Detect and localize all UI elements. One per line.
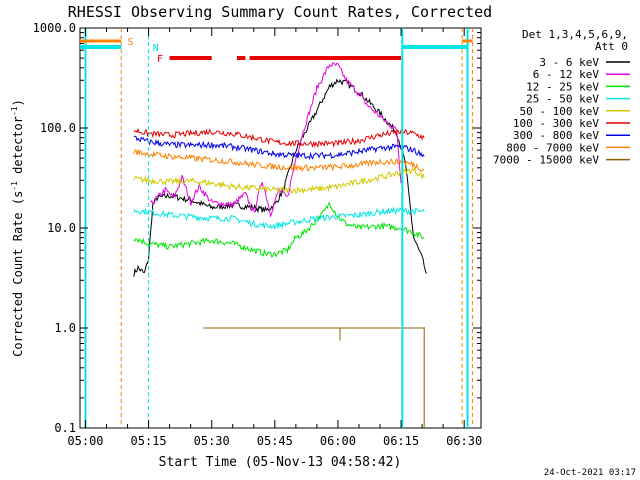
plot-frame xyxy=(79,27,482,429)
y-axis-ticks: 0.1 1.0 10.0 100.0 1000.0 xyxy=(33,21,481,435)
legend-entry-label: 3 - 6 keV xyxy=(539,56,599,69)
legend-entry-label: 100 - 300 keV xyxy=(513,117,599,130)
series-line-2 xyxy=(150,62,402,218)
legend-entry-label: 300 - 800 keV xyxy=(513,129,599,142)
series-line-6 xyxy=(133,127,425,149)
y-axis-label: Corrected Count Rate (s-1 detector-1) xyxy=(10,99,25,357)
footer-date: 24-Oct-2021 03:17 xyxy=(544,468,636,478)
y-tick-label: 100.0 xyxy=(40,121,76,135)
series-line-4 xyxy=(133,206,425,231)
legend-entry-label: 25 - 50 keV xyxy=(526,93,599,106)
series-line-5 xyxy=(133,166,425,195)
y-axis-label-group: Corrected Count Rate (s-1 detector-1) xyxy=(10,99,25,357)
legend-entry-label: 50 - 100 keV xyxy=(520,105,600,118)
y-tick-label: 0.1 xyxy=(54,421,76,435)
x-tick-label: 05:00 xyxy=(67,434,103,448)
series-layer xyxy=(133,62,427,428)
legend-header-1: Det 1,3,4,5,6,9, xyxy=(522,28,628,41)
legend-header-2: Att 0 xyxy=(595,40,628,53)
x-axis-ticks: 05:00 05:15 05:30 05:45 06:00 06:15 06:30 xyxy=(67,28,482,448)
annotation-label-s: S xyxy=(128,37,134,48)
series-line-9 xyxy=(203,327,425,428)
annotation-layer: S NF xyxy=(80,28,474,428)
annotation-label-f: F xyxy=(157,54,163,65)
chart-title: RHESSI Observing Summary Count Rates, Co… xyxy=(68,3,492,21)
x-tick-label: 05:45 xyxy=(257,434,293,448)
x-tick-label: 06:15 xyxy=(383,434,419,448)
legend-entry-label: 12 - 25 keV xyxy=(526,80,599,93)
y-tick-label: 1000.0 xyxy=(33,21,76,35)
x-tick-label: 05:15 xyxy=(131,434,167,448)
x-tick-label: 06:30 xyxy=(446,434,482,448)
series-line-8 xyxy=(133,149,425,173)
x-tick-label: 06:00 xyxy=(320,434,356,448)
series-line-3 xyxy=(133,201,425,258)
series-line-7 xyxy=(133,135,425,160)
y-tick-label: 10.0 xyxy=(47,221,76,235)
legend-entry-label: 800 - 7000 keV xyxy=(506,141,599,154)
x-axis-label: Start Time (05-Nov-13 04:58:42) xyxy=(159,455,402,470)
y-tick-label: 1.0 xyxy=(54,321,76,335)
series-line-1 xyxy=(133,78,427,277)
x-tick-label: 05:30 xyxy=(194,434,230,448)
legend-entry-label: 7000 - 15000 keV xyxy=(493,154,599,167)
annotation-label-n: N xyxy=(153,43,159,54)
legend-entry-label: 6 - 12 keV xyxy=(533,68,600,81)
